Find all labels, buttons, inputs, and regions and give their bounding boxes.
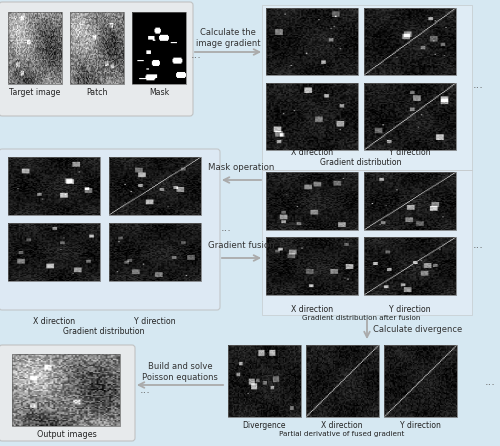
Bar	[364, 172, 456, 230]
Text: Target image: Target image	[10, 88, 60, 97]
Bar	[8, 12, 62, 84]
Bar	[228, 345, 301, 417]
Text: Patch: Patch	[86, 88, 108, 97]
Text: Gradient distribution: Gradient distribution	[320, 158, 402, 167]
Bar	[70, 12, 124, 84]
Text: ...: ...	[140, 385, 150, 395]
Bar	[306, 345, 379, 417]
Text: Mask: Mask	[149, 88, 169, 97]
Bar	[262, 170, 472, 315]
Text: Gradient distribution: Gradient distribution	[63, 327, 145, 336]
FancyBboxPatch shape	[0, 149, 220, 310]
Text: Calculate the
image gradient: Calculate the image gradient	[196, 28, 260, 48]
Text: X direction: X direction	[321, 421, 363, 430]
Text: ...: ...	[190, 50, 202, 60]
Text: Y direction: Y direction	[134, 317, 176, 326]
Text: Gradient distribution after fusion: Gradient distribution after fusion	[302, 315, 420, 321]
Text: Y direction: Y direction	[389, 305, 431, 314]
Text: Output images: Output images	[37, 430, 97, 439]
Bar	[109, 223, 201, 281]
Bar	[262, 5, 472, 170]
Bar	[8, 223, 100, 281]
Bar	[8, 157, 100, 215]
Text: Divergence: Divergence	[242, 421, 286, 430]
Text: Y direction: Y direction	[400, 421, 440, 430]
Bar	[266, 237, 358, 295]
Bar	[364, 8, 456, 75]
Bar	[109, 157, 201, 215]
Text: Partial derivative of fused gradient: Partial derivative of fused gradient	[280, 431, 404, 437]
Bar	[364, 83, 456, 150]
Bar	[384, 345, 457, 417]
Bar	[132, 12, 186, 84]
Bar	[364, 237, 456, 295]
Text: X direction: X direction	[33, 317, 75, 326]
Text: ...: ...	[472, 80, 484, 90]
Bar	[266, 172, 358, 230]
Text: Gradient fusion: Gradient fusion	[208, 241, 274, 251]
Text: ...: ...	[472, 240, 484, 250]
Text: ...: ...	[484, 377, 496, 387]
FancyBboxPatch shape	[0, 345, 135, 441]
Bar	[266, 8, 358, 75]
FancyBboxPatch shape	[0, 2, 193, 116]
Text: Y direction: Y direction	[389, 148, 431, 157]
Bar	[12, 354, 120, 426]
Text: Build and solve
Poisson equations: Build and solve Poisson equations	[142, 362, 218, 382]
Text: Mask operation: Mask operation	[208, 164, 274, 173]
Text: Calculate divergence: Calculate divergence	[374, 326, 462, 334]
Bar	[266, 83, 358, 150]
Text: ...: ...	[220, 223, 232, 233]
Text: X direction: X direction	[291, 148, 333, 157]
Text: X direction: X direction	[291, 305, 333, 314]
